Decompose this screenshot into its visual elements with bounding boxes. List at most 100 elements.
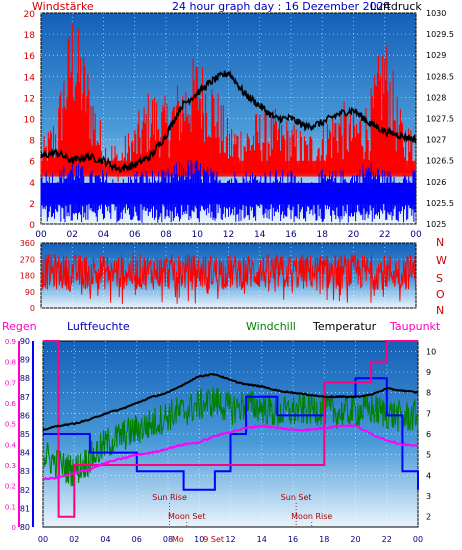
- humidity-tick-label: 84: [20, 449, 30, 458]
- wind-tick-label: 4: [29, 179, 35, 189]
- pressure-tick-label: 1028.5: [426, 72, 454, 81]
- temperature-tick-label: 9: [426, 368, 431, 377]
- humidity-tick-label: 88: [20, 374, 30, 383]
- wind-speed-spikes: [40, 160, 416, 223]
- wind-pressure-ticks: 0246810121416182010251025.510261026.5102…: [24, 9, 454, 240]
- x-tick-label: 16: [285, 230, 297, 240]
- astro-annotation: Sun Set: [281, 493, 312, 502]
- compass-label: N: [436, 236, 444, 249]
- x-tick-label: 20: [348, 230, 360, 240]
- x-tick-overlay-label: Mo: [172, 535, 184, 544]
- x-tick-label: 00: [410, 230, 422, 240]
- humidity-tick-label: 80: [20, 523, 30, 532]
- direction-tick-label: 360: [20, 239, 35, 248]
- temperature-tick-label: 6: [426, 430, 431, 439]
- compass-label: S: [436, 272, 443, 285]
- astro-annotation: Sun Rise: [152, 493, 187, 502]
- rain-tick-label: 0.2: [5, 483, 16, 491]
- wind-tick-label: 8: [29, 137, 35, 147]
- x-tick-label: 22: [379, 230, 390, 240]
- compass-label: N: [436, 304, 444, 317]
- temperature-tick-label: 2: [426, 513, 431, 522]
- x-tick-label: 06: [129, 230, 141, 240]
- wind-strength-label: Windstärke: [32, 0, 94, 13]
- rain-tick-label: 0.3: [5, 462, 16, 470]
- wind-tick-label: 16: [24, 52, 36, 62]
- wind-direction-line: [40, 253, 417, 305]
- astro-annotation: Moon Rise: [291, 512, 332, 521]
- wind-tick-label: 12: [24, 94, 35, 104]
- pressure-tick-label: 1029: [426, 51, 446, 60]
- pressure-tick-label: 1027.5: [426, 115, 454, 124]
- pressure-tick-label: 1028: [426, 93, 446, 102]
- x-tick-label: 12: [225, 535, 235, 544]
- humidity-tick-label: 89: [20, 356, 30, 365]
- temperature-tick-label: 10: [426, 347, 436, 356]
- x-tick-label: 14: [257, 535, 267, 544]
- pressure-tick-label: 1027: [426, 136, 446, 145]
- x-tick-label: 08: [163, 535, 173, 544]
- humidity-tick-label: 87: [20, 393, 30, 402]
- dewpoint-label: Taupunkt: [389, 320, 441, 333]
- chart-title: 24 hour graph day : 16 Dezember 2024: [172, 0, 391, 13]
- temp-humidity-ticks: 2345678910808182838485868788899000.10.20…: [5, 337, 436, 544]
- x-tick-label: 18: [319, 535, 329, 544]
- dewpoint-line: [42, 423, 419, 481]
- rain-line: [43, 340, 418, 518]
- temperature-tick-label: 4: [426, 471, 431, 480]
- x-tick-label: 14: [254, 230, 266, 240]
- direction-tick-label: 180: [20, 272, 35, 281]
- x-tick-label: 00: [38, 535, 48, 544]
- temperature-tick-label: 8: [426, 389, 431, 398]
- humidity-tick-label: 90: [20, 337, 30, 346]
- x-tick-label: 06: [132, 535, 142, 544]
- wind-direction-series: [40, 253, 417, 305]
- humidity-tick-label: 83: [20, 467, 30, 476]
- rain-tick-label: 0: [12, 524, 16, 532]
- x-tick-label: 22: [382, 535, 392, 544]
- direction-tick-label: 90: [25, 288, 35, 297]
- x-tick-label: 02: [67, 230, 78, 240]
- x-tick-label: 18: [317, 230, 329, 240]
- x-tick-overlay-label: 9 Set: [203, 535, 224, 544]
- x-tick-label: 20: [350, 535, 360, 544]
- wind-pressure-series: [40, 23, 417, 223]
- x-tick-label: 10: [192, 230, 204, 240]
- humidity-tick-label: 81: [20, 504, 30, 513]
- rain-tick-label: 0.6: [5, 400, 17, 408]
- compass-label: W: [436, 254, 447, 267]
- temperature-line: [42, 372, 419, 432]
- x-tick-label: 04: [100, 535, 110, 544]
- temp-humidity-series: [42, 340, 419, 518]
- humidity-tick-label: 82: [20, 486, 30, 495]
- temperature-tick-label: 3: [426, 492, 431, 501]
- pressure-tick-label: 1026: [426, 178, 446, 187]
- pressure-tick-label: 1029.5: [426, 30, 454, 39]
- x-tick-label: 08: [160, 230, 172, 240]
- wind-tick-label: 14: [24, 73, 36, 83]
- rain-label: Regen: [2, 320, 37, 333]
- pressure-line: [40, 69, 417, 174]
- pressure-tick-label: 1026.5: [426, 157, 454, 166]
- astro-annotation: Moon Set: [168, 512, 205, 521]
- humidity-label: Luftfeuchte: [67, 320, 130, 333]
- rain-tick-label: 0.7: [5, 379, 16, 387]
- direction-tick-label: 270: [20, 255, 35, 264]
- wind-tick-label: 6: [29, 158, 35, 168]
- temperature-tick-label: 5: [426, 451, 431, 460]
- wind-tick-label: 10: [24, 116, 36, 126]
- direction-tick-label: 0: [30, 304, 35, 313]
- astro-annotations: Sun Rise Moon Set Sun Set Moon Rise: [152, 493, 332, 527]
- pressure-tick-label: 1025: [426, 220, 446, 229]
- temperature-label: Temperatur: [312, 320, 377, 333]
- x-tick-label: 00: [413, 535, 423, 544]
- windchill-line: [42, 387, 419, 487]
- rain-tick-label: 0.1: [5, 503, 16, 511]
- pressure-tick-label: 1025.5: [426, 199, 454, 208]
- rain-tick-label: 0.4: [5, 441, 17, 449]
- x-tick-label: 10: [194, 535, 204, 544]
- x-tick-label: 04: [98, 230, 110, 240]
- humidity-tick-label: 86: [20, 411, 30, 420]
